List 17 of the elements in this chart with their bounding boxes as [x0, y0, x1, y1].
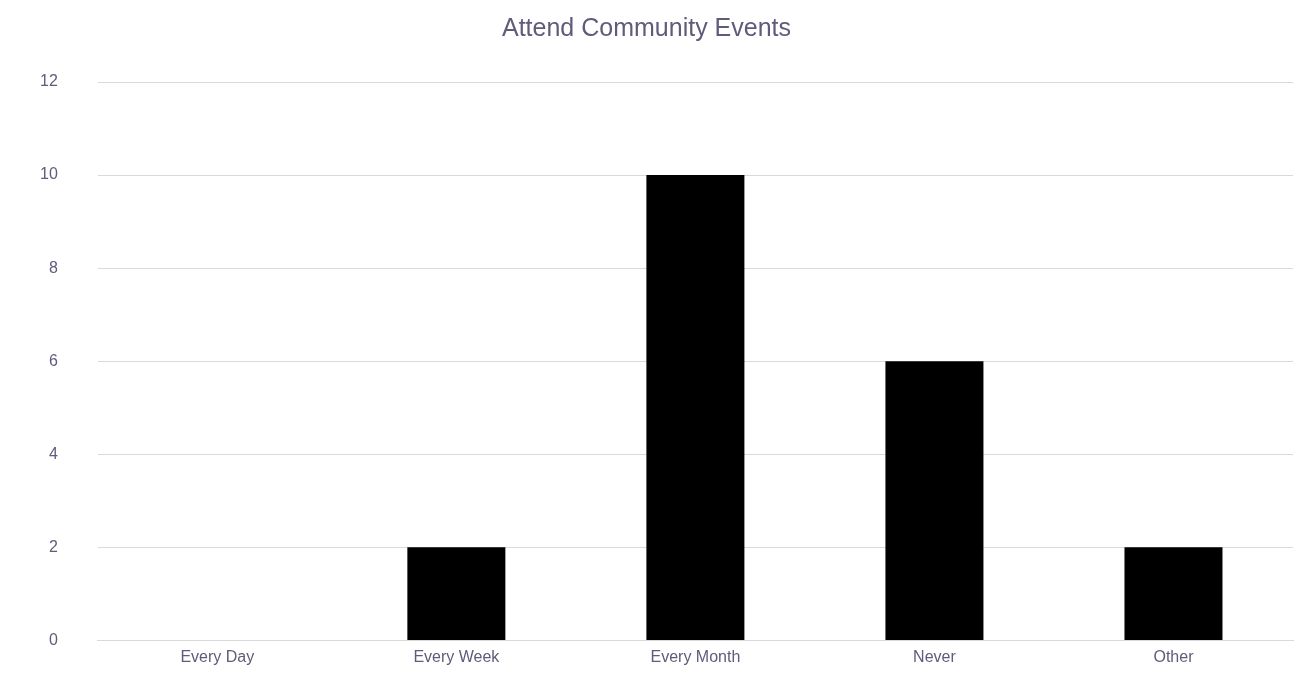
y-tick-label: 6	[48, 351, 58, 369]
x-tick-label: Other	[1153, 648, 1195, 666]
x-tick-label: Every Week	[413, 648, 501, 666]
y-tick-label: 2	[48, 537, 58, 555]
bar	[1124, 547, 1223, 640]
chart-title: Attend Community Events	[501, 12, 792, 41]
bar	[407, 547, 506, 640]
y-tick-label: 10	[40, 165, 58, 183]
y-tick-label: 4	[48, 444, 58, 462]
x-tick-label: Never	[913, 648, 957, 666]
y-tick-label: 12	[40, 72, 58, 90]
bar	[646, 175, 745, 640]
y-tick-label: 0	[48, 630, 58, 648]
x-tick-label: Every Day	[180, 648, 255, 666]
x-tick-label: Every Month	[650, 648, 741, 666]
bar	[885, 361, 984, 640]
y-tick-label: 8	[48, 258, 58, 276]
